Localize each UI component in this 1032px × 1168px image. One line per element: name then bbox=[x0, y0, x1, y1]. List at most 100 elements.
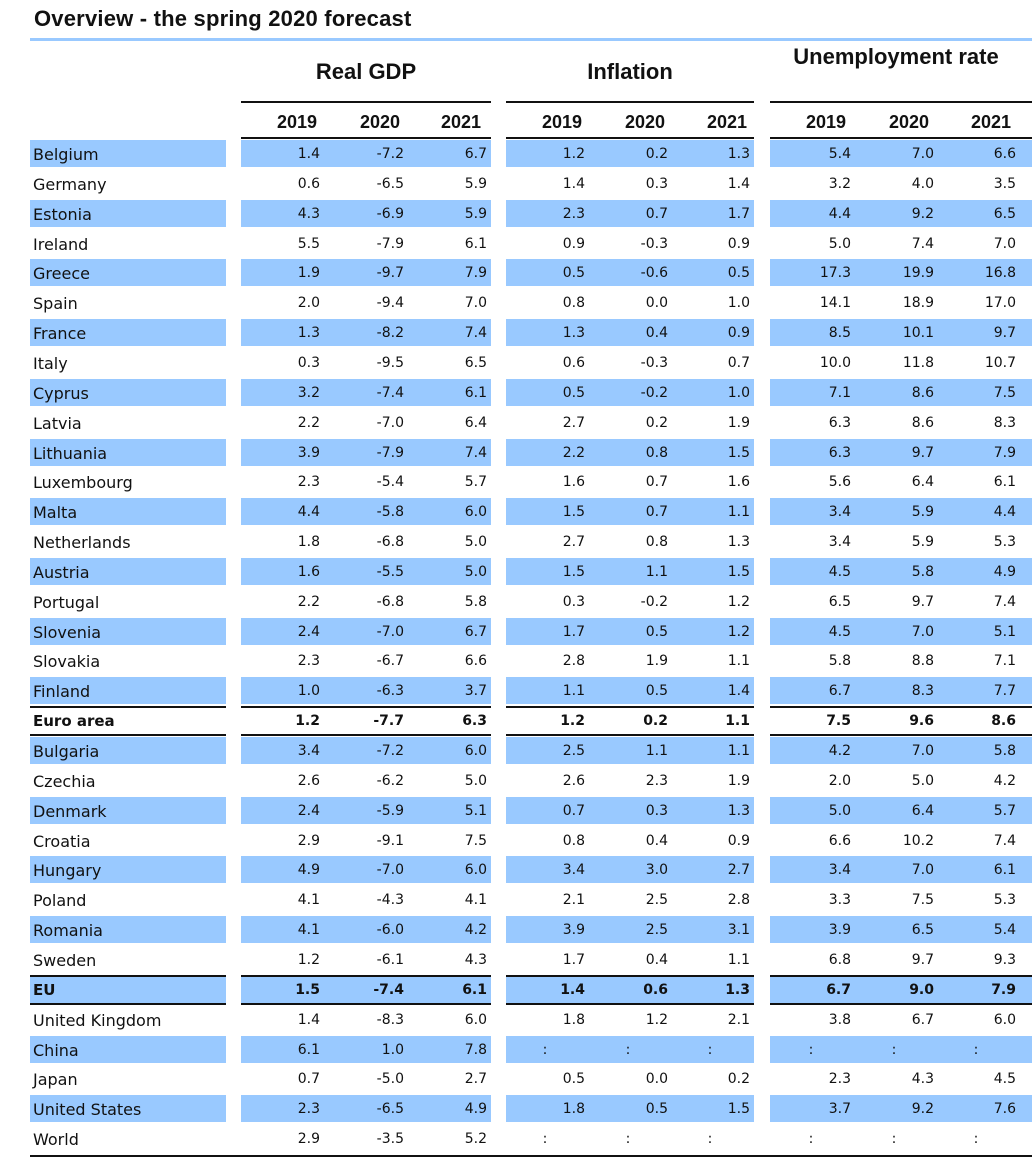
row-shading bbox=[770, 916, 1032, 943]
value-cell: 1.2 bbox=[727, 594, 750, 610]
value-cell: 2.0 bbox=[297, 295, 320, 311]
value-cell: 5.9 bbox=[464, 176, 487, 192]
country-label: Luxembourg bbox=[33, 473, 133, 492]
row-shading bbox=[241, 498, 491, 525]
value-cell: 2.1 bbox=[562, 892, 585, 908]
row-shading bbox=[770, 259, 1032, 286]
value-cell: : bbox=[891, 1131, 897, 1147]
value-cell: : bbox=[808, 1131, 814, 1147]
row-shading bbox=[241, 677, 491, 704]
row-shading bbox=[770, 200, 1032, 227]
value-cell: 7.0 bbox=[911, 624, 934, 640]
value-cell: 1.0 bbox=[727, 385, 750, 401]
value-cell: 0.9 bbox=[727, 325, 750, 341]
row-shading bbox=[506, 439, 754, 466]
value-cell: 7.8 bbox=[464, 1042, 487, 1058]
value-cell: 9.0 bbox=[909, 982, 934, 998]
value-cell: -6.8 bbox=[376, 594, 404, 610]
value-cell: 1.9 bbox=[645, 653, 668, 669]
value-cell: 9.7 bbox=[993, 325, 1016, 341]
value-cell: 0.9 bbox=[562, 236, 585, 252]
value-cell: -6.5 bbox=[376, 1101, 404, 1117]
year-header-rule bbox=[506, 137, 754, 139]
value-cell: 7.9 bbox=[991, 982, 1016, 998]
value-cell: 1.4 bbox=[297, 1012, 320, 1028]
value-cell: 2.2 bbox=[297, 594, 320, 610]
value-cell: 5.1 bbox=[993, 624, 1016, 640]
table-row: Sweden 1.2 -6.1 4.3 1.7 0.4 1.1 6.8 9.7 9.3 bbox=[0, 946, 1032, 973]
value-cell: 0.7 bbox=[645, 474, 668, 490]
value-cell: 0.4 bbox=[645, 952, 668, 968]
value-cell: 5.8 bbox=[993, 743, 1016, 759]
value-cell: 1.3 bbox=[297, 325, 320, 341]
value-cell: 0.4 bbox=[645, 325, 668, 341]
value-cell: 0.7 bbox=[562, 803, 585, 819]
value-cell: 8.5 bbox=[828, 325, 851, 341]
value-cell: 0.5 bbox=[727, 265, 750, 281]
country-label: Portugal bbox=[33, 593, 100, 612]
value-cell: : bbox=[808, 1042, 814, 1058]
value-cell: 6.7 bbox=[464, 624, 487, 640]
table-row: Japan 0.7 -5.0 2.7 0.5 0.0 0.2 2.3 4.3 4.5 bbox=[0, 1065, 1032, 1092]
value-cell: 7.4 bbox=[911, 236, 934, 252]
value-cell: 5.3 bbox=[993, 534, 1016, 550]
value-cell: 6.0 bbox=[464, 1012, 487, 1028]
value-cell: 6.0 bbox=[464, 862, 487, 878]
value-cell: 6.5 bbox=[464, 355, 487, 371]
value-cell: 5.9 bbox=[911, 504, 934, 520]
value-cell: 3.1 bbox=[727, 922, 750, 938]
value-cell: 1.1 bbox=[725, 713, 750, 729]
value-cell: 0.7 bbox=[645, 206, 668, 222]
value-cell: 2.4 bbox=[297, 803, 320, 819]
row-shading bbox=[241, 1095, 491, 1122]
value-cell: 1.4 bbox=[727, 683, 750, 699]
table-row: World 2.9 -3.5 5.2:::::: bbox=[0, 1125, 1032, 1152]
value-cell: 5.0 bbox=[828, 236, 851, 252]
value-cell: 7.4 bbox=[993, 594, 1016, 610]
value-cell: : bbox=[625, 1131, 631, 1147]
row-shading bbox=[506, 856, 754, 883]
row-shading bbox=[30, 379, 226, 406]
country-label: Euro area bbox=[33, 712, 115, 730]
value-cell: 4.0 bbox=[911, 176, 934, 192]
year-header: 2021 bbox=[440, 112, 482, 132]
table-row: Czechia 2.6 -6.2 5.0 2.6 2.3 1.9 2.0 5.0 4.2 bbox=[0, 767, 1032, 794]
country-label: Austria bbox=[33, 563, 90, 582]
table-row: Estonia 4.3 -6.9 5.9 2.3 0.7 1.7 4.4 9.2 6.5 bbox=[0, 200, 1032, 227]
value-cell: 10.7 bbox=[984, 355, 1016, 371]
table-row: Slovenia 2.4 -7.0 6.7 1.7 0.5 1.2 4.5 7.0 5.1 bbox=[0, 618, 1032, 645]
value-cell: 2.7 bbox=[727, 862, 750, 878]
country-label: Bulgaria bbox=[33, 742, 100, 761]
row-shading bbox=[506, 558, 754, 585]
value-cell: 0.5 bbox=[645, 1101, 668, 1117]
value-cell: 1.7 bbox=[727, 206, 750, 222]
value-cell: 2.5 bbox=[645, 892, 668, 908]
value-cell: 1.3 bbox=[562, 325, 585, 341]
row-shading bbox=[30, 498, 226, 525]
value-cell: 1.4 bbox=[560, 982, 585, 998]
value-cell: -4.3 bbox=[376, 892, 404, 908]
value-cell: 9.7 bbox=[911, 594, 934, 610]
value-cell: 5.4 bbox=[993, 922, 1016, 938]
value-cell: 6.1 bbox=[297, 1042, 320, 1058]
country-label: Finland bbox=[33, 682, 91, 701]
value-cell: 3.7 bbox=[828, 1101, 851, 1117]
value-cell: 1.1 bbox=[727, 952, 750, 968]
value-cell: -6.5 bbox=[376, 176, 404, 192]
row-shading bbox=[30, 618, 226, 645]
value-cell: 1.1 bbox=[645, 564, 668, 580]
value-cell: 5.4 bbox=[828, 146, 851, 162]
row-shading bbox=[30, 797, 226, 824]
value-cell: 5.0 bbox=[464, 534, 487, 550]
value-cell: 6.7 bbox=[464, 146, 487, 162]
row-shading bbox=[30, 140, 226, 167]
value-cell: 9.7 bbox=[911, 952, 934, 968]
value-cell: 1.8 bbox=[297, 534, 320, 550]
value-cell: 1.5 bbox=[727, 1101, 750, 1117]
table-row: Greece 1.9 -9.7 7.9 0.5 -0.6 0.5 17.3 19.9 16.8 bbox=[0, 259, 1032, 286]
value-cell: 1.6 bbox=[297, 564, 320, 580]
value-cell: -6.0 bbox=[376, 922, 404, 938]
value-cell: 0.2 bbox=[645, 146, 668, 162]
row-shading bbox=[241, 1036, 491, 1063]
value-cell: 5.8 bbox=[464, 594, 487, 610]
